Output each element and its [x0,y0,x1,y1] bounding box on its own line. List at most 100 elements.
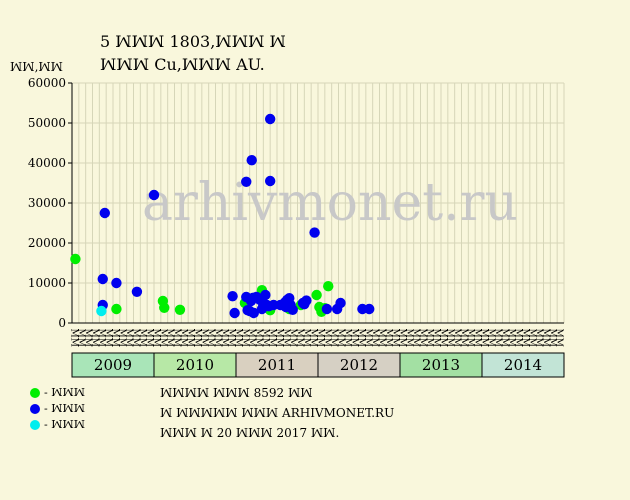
year-label: 2013 [422,356,460,374]
x-month-label: ꟽꟽ [413,329,423,347]
legend-item-1: - ꟽꟽꟽ [30,386,85,399]
chart-title-line-2: ꟽꟽꟽ Cu,ꟽꟽꟽ AU. [100,55,265,74]
x-month-label: ꟽꟽ [263,329,273,347]
data-point [287,304,298,315]
data-point [241,176,252,187]
y-tick-label: 60000 [28,76,66,90]
x-month-label: ꟽꟽ [406,329,416,347]
x-month-label: ꟽꟽ [215,329,225,347]
data-point [174,304,186,315]
x-month-label: ꟽꟽ [440,329,450,347]
x-month-label: ꟽꟽ [304,329,314,347]
data-point [248,307,259,319]
x-month-label: ꟽꟽ [338,329,348,347]
y-tick-label: 0 [58,316,66,330]
x-month-label: ꟽꟽ [126,329,136,347]
x-month-label: ꟽꟽ [249,329,259,347]
x-month-label: ꟽꟽ [365,329,375,347]
x-month-label: ꟽꟽ [331,329,341,347]
data-point [264,175,276,187]
x-month-label: ꟽꟽ [427,329,437,347]
x-month-label: ꟽꟽ [119,329,129,347]
x-month-label: ꟽꟽ [194,329,204,347]
data-point [111,277,122,289]
year-label: 2010 [176,356,214,374]
x-month-label: ꟽꟽ [85,329,95,347]
data-point [99,207,111,219]
x-month-label: ꟽꟽ [522,329,532,347]
year-band [481,352,565,378]
x-month-label: ꟽꟽ [283,329,293,347]
x-month-label: ꟽꟽ [188,329,198,347]
data-point [309,227,320,238]
y-tick-label: 10000 [28,276,66,290]
x-month-label: ꟽꟽ [345,329,355,347]
x-month-label: ꟽꟽ [317,329,327,347]
x-month-label: ꟽꟽ [71,329,81,347]
x-month-label: ꟽꟽ [229,329,239,347]
x-month-label: ꟽꟽ [495,329,505,347]
data-point [131,286,143,297]
x-month-label: ꟽꟽ [434,329,444,347]
legend-item-3: - ꟽꟽꟽ [30,418,85,431]
chart-title-line-1: 5 ꟽꟽꟽ 1803,ꟽꟽꟽ ꟽ [100,32,286,51]
x-month-label: ꟽꟽ [324,329,334,347]
data-point [335,297,346,309]
x-month-label: ꟽꟽ [543,329,553,347]
data-point [111,303,122,315]
x-month-label: ꟽꟽ [133,329,143,347]
data-point [323,281,334,292]
data-point [364,303,375,315]
x-month-label: ꟽꟽ [311,329,321,347]
legend-item-2: - ꟽꟽꟽ [30,402,85,415]
x-month-label: ꟽꟽ [379,329,389,347]
x-month-label: ꟽꟽ [461,329,471,347]
year-label: 2011 [258,356,296,374]
x-month-label: ꟽꟽ [393,329,403,347]
x-month-label: ꟽꟽ [160,329,170,347]
x-month-label: ꟽꟽ [201,329,211,347]
x-month-label: ꟽꟽ [352,329,362,347]
x-month-label: ꟽꟽ [468,329,478,347]
year-band [71,352,155,378]
y-axis-label: ꟽꟽ,ꟽꟽ [10,60,63,74]
x-month-label: ꟽꟽ [529,329,539,347]
x-month-label: ꟽꟽ [399,329,409,347]
watermark-text: arhivmonet.ru [142,173,518,233]
x-month-label: ꟽꟽ [516,329,526,347]
x-month-label: ꟽꟽ [106,329,116,347]
x-month-label: ꟽꟽ [174,329,184,347]
x-month-label: ꟽꟽ [447,329,457,347]
x-month-label: ꟽꟽ [420,329,430,347]
data-point [264,113,276,125]
info-line-1: ꟽꟽꟽꟽ ꟽꟽꟽ 8592 ꟽꟽ [160,386,313,400]
x-month-label: ꟽꟽ [112,329,122,347]
data-point [301,295,312,306]
x-month-label: ꟽꟽ [358,329,368,347]
x-month-label: ꟽꟽ [242,329,252,347]
legend-label-1: - ꟽꟽꟽ [44,386,86,399]
year-band [317,352,401,378]
x-month-label: ꟽꟽ [99,329,109,347]
year-label: 2014 [504,356,542,374]
x-month-label: ꟽꟽ [276,329,286,347]
x-month-label: ꟽꟽ [235,329,245,347]
x-month-label: ꟽꟽ [256,329,266,347]
data-point [159,302,170,313]
info-line-2: ꟽ ꟽꟽꟽꟽꟽ ꟽꟽꟽ ARHIVMONET.RU [160,406,395,420]
x-month-label: ꟽꟽ [290,329,300,347]
info-line-3: ꟽꟽꟽ ꟽ 20 ꟽꟽꟽ 2017 ꟽꟽ. [160,426,340,440]
x-month-label: ꟽꟽ [536,329,546,347]
data-point [321,303,333,315]
y-tick-label: 40000 [28,156,66,170]
data-point [311,289,322,301]
x-month-label: ꟽꟽ [502,329,512,347]
x-month-label: ꟽꟽ [147,329,157,347]
x-month-label: ꟽꟽ [454,329,464,347]
x-month-label: ꟽꟽ [78,329,88,347]
data-point [229,307,240,319]
y-tick-label: 50000 [28,116,66,130]
x-month-label: ꟽꟽ [167,329,177,347]
legend-label-3: - ꟽꟽꟽ [44,418,86,431]
